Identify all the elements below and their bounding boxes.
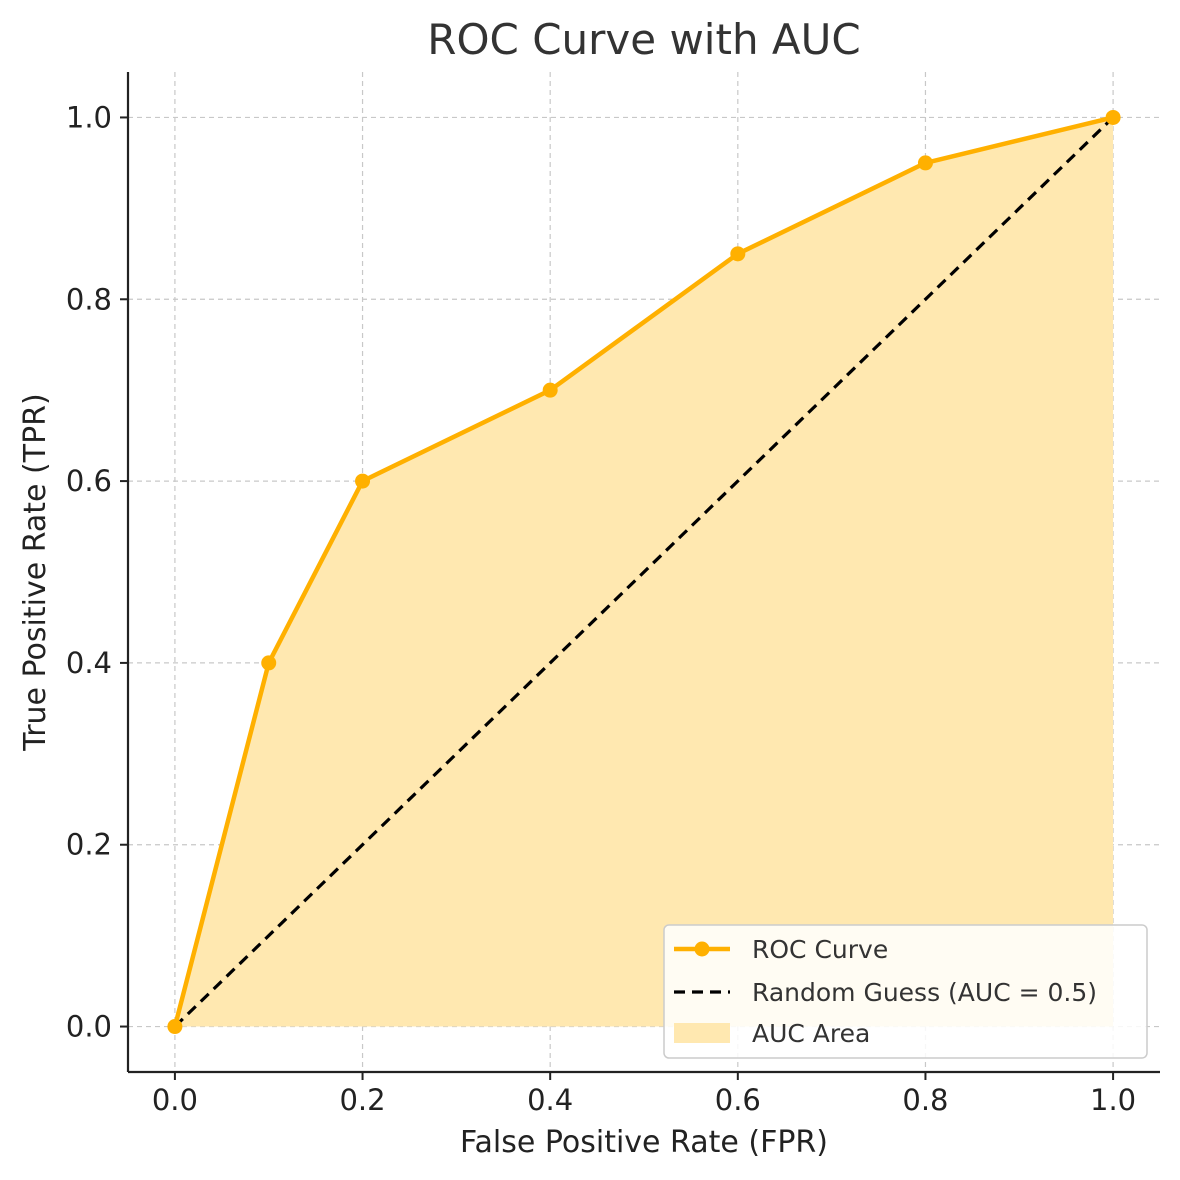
x-tick-label-3: 0.6 xyxy=(715,1083,761,1117)
chart-title: ROC Curve with AUC xyxy=(427,15,860,64)
random-guess-line xyxy=(173,116,1115,1028)
legend: ROC Curve Random Guess (AUC = 0.5) AUC Are… xyxy=(663,924,1148,1059)
legend-label-auc: AUC Area xyxy=(752,1019,870,1048)
legend-auc-swatch xyxy=(674,1023,730,1043)
legend-box xyxy=(663,924,1148,1059)
x-tick-label-0: 0.0 xyxy=(152,1083,198,1117)
y-axis-label: True Positive Rate (TPR) xyxy=(18,393,53,751)
roc-point-4 xyxy=(730,246,746,262)
axes xyxy=(126,72,1160,1074)
y-tick-label-2: 0.4 xyxy=(66,646,112,680)
x-ticks: 0.0 0.2 0.4 0.6 0.8 1.0 xyxy=(152,1072,1136,1117)
y-tick-label-5: 1.0 xyxy=(66,100,112,134)
y-ticks: 0.0 0.2 0.4 0.6 0.8 1.0 xyxy=(66,100,128,1044)
roc-curve-layer xyxy=(167,109,1121,1035)
random-guess-layer xyxy=(173,116,1115,1028)
x-axis-label: False Positive Rate (FPR) xyxy=(460,1125,828,1160)
roc-point-6 xyxy=(1105,109,1121,125)
legend-label-roc: ROC Curve xyxy=(752,935,888,964)
y-tick-label-4: 0.8 xyxy=(66,282,112,316)
x-tick-label-1: 0.2 xyxy=(339,1083,385,1117)
roc-point-2 xyxy=(355,473,371,489)
legend-label-random: Random Guess (AUC = 0.5) xyxy=(752,978,1097,1007)
roc-point-1 xyxy=(261,655,277,671)
roc-point-5 xyxy=(917,155,933,171)
x-tick-label-5: 1.0 xyxy=(1090,1083,1136,1117)
roc-point-3 xyxy=(542,382,558,398)
x-tick-label-2: 0.4 xyxy=(527,1083,573,1117)
y-tick-label-3: 0.6 xyxy=(66,464,112,498)
y-tick-label-0: 0.0 xyxy=(66,1010,112,1044)
y-tick-label-1: 0.2 xyxy=(66,828,112,862)
legend-roc-marker xyxy=(694,941,710,957)
x-tick-label-4: 0.8 xyxy=(902,1083,948,1117)
roc-point-0 xyxy=(167,1019,183,1035)
